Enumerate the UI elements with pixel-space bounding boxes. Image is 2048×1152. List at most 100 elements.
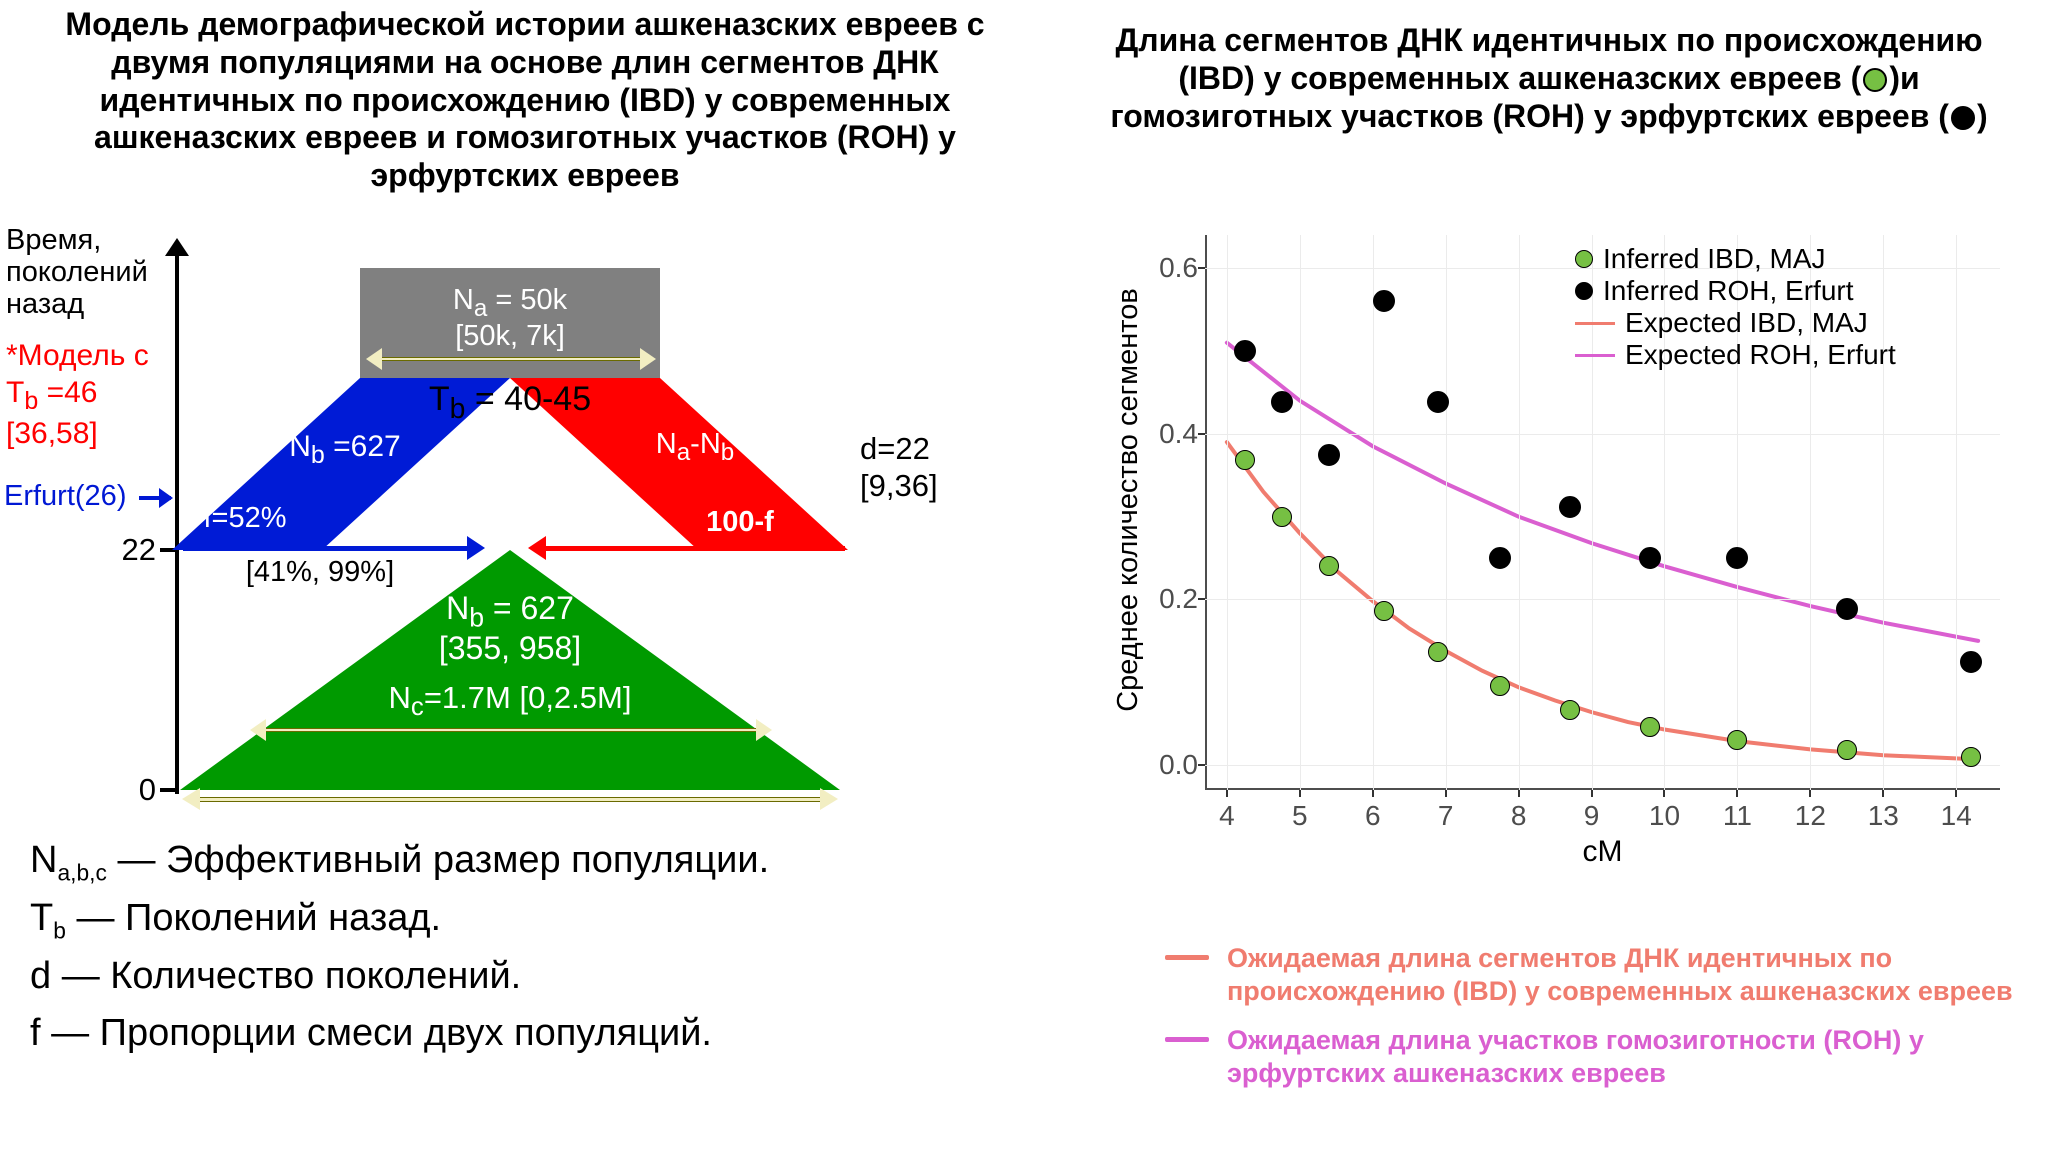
ytick-label: 0.6 [1150,252,1198,284]
xtick-label: 8 [1497,800,1541,832]
legend-label: Inferred ROH, Erfurt [1603,275,1854,307]
roh-point [1559,496,1581,518]
grid-v [1227,235,1228,790]
grid-v [1519,235,1520,790]
green-harrow [252,728,770,732]
tb-label: Tb = 40-45 [370,380,650,426]
grid-v [1956,235,1957,790]
ibd-point [1640,717,1660,737]
roh-point [1960,651,1982,673]
xtick-label: 14 [1934,800,1978,832]
legend-dot-icon [1575,250,1593,268]
legend-dot-icon [1575,282,1593,300]
y-axis-title: Среднее количество сегментов [1112,230,1145,770]
ibd-point [1235,450,1255,470]
red-nanb: Na-Nb [620,428,770,467]
xtick [1955,790,1957,797]
xtick [1591,790,1593,797]
green-l2: [355, 958] [360,630,660,667]
ytick [1198,598,1205,600]
black-dot-icon [1951,106,1975,130]
ytick [1198,764,1205,766]
roh-dash-icon [1165,1037,1209,1042]
ibd-point [1374,601,1394,621]
right-footnotes: Ожидаемая длина сегментов ДНК идентичных… [1165,942,2017,1106]
ytick [1198,433,1205,435]
xtick-label: 11 [1715,800,1759,832]
red-arrow-icon [530,546,845,551]
ibd-dash-icon [1165,955,1209,960]
footnote-roh: Ожидаемая длина участков гомозиготности … [1165,1024,2017,1090]
legend-row: Expected ROH, Erfurt [1575,339,1896,371]
xtick-label: 5 [1278,800,1322,832]
right-panel: Длина сегментов ДНК идентичных по происх… [1050,0,2048,1152]
legend-label: Expected ROH, Erfurt [1625,339,1896,371]
xtick-label: 9 [1570,800,1614,832]
ibd-curve [1227,442,1978,759]
footnote-ibd-text: Ожидаемая длина сегментов ДНК идентичных… [1227,942,2017,1008]
xtick [1445,790,1447,797]
grid-h [1205,434,2000,435]
xtick [1663,790,1665,797]
ibd-point [1319,556,1339,576]
legend-label: Expected IBD, MAJ [1625,307,1868,339]
f-ci: [41%, 99%] [220,556,420,589]
xtick [1299,790,1301,797]
blue-nb: Nb =627 [260,430,430,470]
legend-d: d — Количество поколений. [30,948,769,1005]
roh-point [1726,547,1748,569]
xtick-label: 10 [1642,800,1686,832]
green-l1: Nb = 627 [360,590,660,633]
xtick-label: 6 [1351,800,1395,832]
ibd-point [1490,676,1510,696]
ibd-point [1272,507,1292,527]
footnote-ibd: Ожидаемая длина сегментов ДНК идентичных… [1165,942,2017,1008]
right-title: Длина сегментов ДНК идентичных по происх… [1050,0,2048,145]
xtick [1736,790,1738,797]
xtick [1372,790,1374,797]
ytick [1198,267,1205,269]
roh-point [1271,391,1293,413]
legend-line-icon [1575,322,1615,325]
ytick-0 [160,788,178,792]
ibd-point [1727,730,1747,750]
xtick-label: 4 [1205,800,1249,832]
left-title: Модель демографической истории ашкеназск… [0,0,1050,205]
ibd-point [1560,700,1580,720]
xtick-label: 12 [1788,800,1832,832]
ytick-label: 0.0 [1150,749,1198,781]
ytick-label: 0.4 [1150,418,1198,450]
legend-label: Inferred IBD, MAJ [1603,243,1826,275]
xtick [1809,790,1811,797]
roh-point [1234,340,1256,362]
blue-arrow-icon [183,546,483,551]
chart-legend: Inferred IBD, MAJInferred ROH, ErfurtExp… [1575,243,1896,371]
legend-t: Tb — Поколений назад. [30,890,769,948]
legend-row: Inferred IBD, MAJ [1575,243,1896,275]
ytick-22-label: 22 [110,532,156,568]
xtick [1882,790,1884,797]
legend-n: Na,b,c — Эффективный размер популяции. [30,832,769,890]
ytick-label: 0.2 [1150,583,1198,615]
roh-point [1373,290,1395,312]
gray-harrow [368,357,654,361]
chart: Среднее количество сегментов cM Inferred… [1090,215,2020,875]
gray-l2: [50k, 7k] [370,320,650,353]
roh-point [1318,444,1340,466]
diagram: 0 22 Na = 50k [50k, 7k] Tb = 40-45 Nb =6… [0,250,1050,830]
roh-point [1489,547,1511,569]
roh-point [1639,547,1661,569]
left-panel: Модель демографической истории ашкеназск… [0,0,1050,1152]
footnote-roh-text: Ожидаемая длина участков гомозиготности … [1227,1024,2017,1090]
left-legend: Na,b,c — Эффективный размер популяции. T… [30,832,769,1062]
xtick-label: 7 [1424,800,1468,832]
grid-v [1373,235,1374,790]
blue-f: f=52% [180,502,310,535]
legend-row: Expected IBD, MAJ [1575,307,1896,339]
gray-l1: Na = 50k [370,284,650,323]
y-axis-line [175,254,179,794]
grid-h [1205,599,2000,600]
green-dot-icon [1863,68,1887,92]
roh-curve [1227,343,1978,641]
roh-point [1836,598,1858,620]
